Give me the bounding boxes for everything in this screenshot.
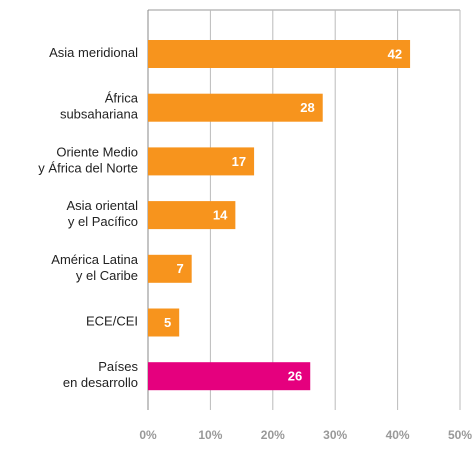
- category-label: ECE/CEI: [86, 314, 138, 329]
- category-line: subsahariana: [60, 107, 139, 122]
- bar: [148, 93, 323, 122]
- value-label: 26: [288, 369, 302, 384]
- x-tick-label: 20%: [261, 428, 285, 442]
- value-label: 14: [213, 208, 228, 223]
- category-line: y África del Norte: [38, 161, 138, 176]
- value-label: 5: [164, 315, 171, 330]
- category-line: y el Pacífico: [68, 215, 138, 230]
- value-label: 7: [176, 261, 183, 276]
- category-label: Asia oriental y el Pacífico: [66, 199, 138, 230]
- category-label: Asia meridional: [49, 45, 138, 60]
- value-label: 17: [232, 154, 246, 169]
- category-line: Asia meridional: [49, 45, 138, 60]
- bar: [148, 362, 311, 391]
- category-line: en desarrollo: [63, 376, 138, 391]
- bar: [148, 147, 255, 176]
- bar: [148, 254, 192, 283]
- value-label: 42: [388, 46, 402, 61]
- x-tick-label: 40%: [386, 428, 410, 442]
- category-label: Países en desarrollo: [63, 360, 139, 391]
- x-tick-label: 50%: [448, 428, 472, 442]
- category-line: África: [105, 91, 139, 106]
- category-label: América Latina y el Caribe: [51, 252, 138, 283]
- category-label: Oriente Medio y África del Norte: [38, 145, 138, 176]
- x-tick-label: 10%: [198, 428, 222, 442]
- bar: [148, 308, 180, 337]
- bar: [148, 40, 411, 68]
- category-line: Países: [98, 360, 138, 375]
- bar: [148, 201, 236, 230]
- category-line: Oriente Medio: [56, 145, 138, 160]
- value-label: 28: [300, 100, 314, 115]
- category-label: África subsahariana: [60, 91, 139, 122]
- category-line: América Latina: [51, 252, 138, 267]
- category-line: ECE/CEI: [86, 314, 138, 329]
- x-tick-label: 30%: [323, 428, 347, 442]
- x-tick-label: 0%: [139, 428, 157, 442]
- category-line: y el Caribe: [76, 268, 138, 283]
- category-line: Asia oriental: [66, 199, 138, 214]
